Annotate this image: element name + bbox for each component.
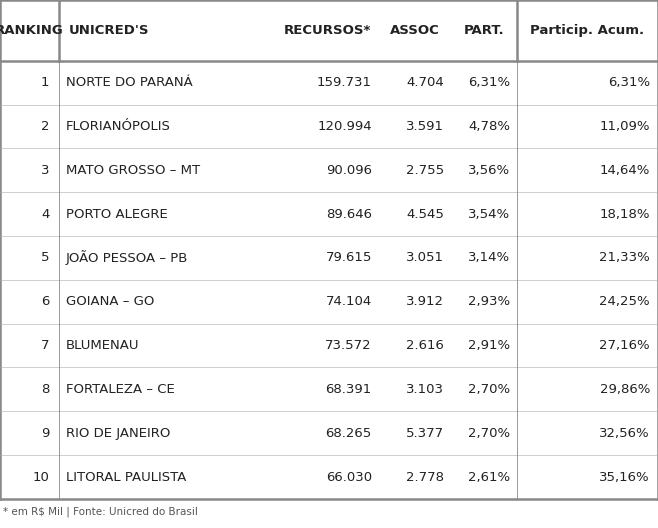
Text: RIO DE JANEIRO: RIO DE JANEIRO xyxy=(66,427,170,440)
Text: 5: 5 xyxy=(41,251,49,265)
Text: 73.572: 73.572 xyxy=(325,339,372,352)
Text: 7: 7 xyxy=(41,339,49,352)
Text: 4,78%: 4,78% xyxy=(468,120,510,133)
Text: 10: 10 xyxy=(32,470,49,484)
Text: MATO GROSSO – MT: MATO GROSSO – MT xyxy=(66,164,200,177)
Text: LITORAL PAULISTA: LITORAL PAULISTA xyxy=(66,470,186,484)
Text: 6,31%: 6,31% xyxy=(608,76,650,89)
Text: 68.391: 68.391 xyxy=(326,383,372,396)
Text: 2.778: 2.778 xyxy=(406,470,444,484)
Text: 3,54%: 3,54% xyxy=(468,208,510,221)
Text: BLUMENAU: BLUMENAU xyxy=(66,339,139,352)
Text: 3.051: 3.051 xyxy=(406,251,444,265)
Text: 2,70%: 2,70% xyxy=(468,427,510,440)
Text: 79.615: 79.615 xyxy=(326,251,372,265)
Text: 3,56%: 3,56% xyxy=(468,164,510,177)
Text: 14,64%: 14,64% xyxy=(599,164,650,177)
Text: FORTALEZA – CE: FORTALEZA – CE xyxy=(66,383,174,396)
Text: 89.646: 89.646 xyxy=(326,208,372,221)
Text: 66.030: 66.030 xyxy=(326,470,372,484)
Text: 74.104: 74.104 xyxy=(326,295,372,308)
Text: 2,61%: 2,61% xyxy=(468,470,510,484)
Text: 35,16%: 35,16% xyxy=(599,470,650,484)
Text: 4.545: 4.545 xyxy=(406,208,444,221)
Text: 1: 1 xyxy=(41,76,49,89)
Text: 32,56%: 32,56% xyxy=(599,427,650,440)
Text: 6,31%: 6,31% xyxy=(468,76,510,89)
Text: 4: 4 xyxy=(41,208,49,221)
Text: 159.731: 159.731 xyxy=(316,76,372,89)
Text: 2: 2 xyxy=(41,120,49,133)
Text: 5.377: 5.377 xyxy=(406,427,444,440)
Text: 120.994: 120.994 xyxy=(317,120,372,133)
Text: ASSOC: ASSOC xyxy=(390,24,440,37)
Text: PORTO ALEGRE: PORTO ALEGRE xyxy=(66,208,168,221)
Text: Particip. Acum.: Particip. Acum. xyxy=(530,24,644,37)
Text: 68.265: 68.265 xyxy=(326,427,372,440)
Text: 24,25%: 24,25% xyxy=(599,295,650,308)
Text: 2,91%: 2,91% xyxy=(468,339,510,352)
Text: NORTE DO PARANÁ: NORTE DO PARANÁ xyxy=(66,76,193,89)
Text: PART.: PART. xyxy=(463,24,504,37)
Text: JOÃO PESSOA – PB: JOÃO PESSOA – PB xyxy=(66,250,188,266)
Text: 2,93%: 2,93% xyxy=(468,295,510,308)
Text: 3.103: 3.103 xyxy=(406,383,444,396)
Text: 21,33%: 21,33% xyxy=(599,251,650,265)
Text: FLORIANÓPOLIS: FLORIANÓPOLIS xyxy=(66,120,170,133)
Text: RANKING: RANKING xyxy=(0,24,64,37)
Text: 3.591: 3.591 xyxy=(406,120,444,133)
Text: 2.755: 2.755 xyxy=(406,164,444,177)
Text: 18,18%: 18,18% xyxy=(599,208,650,221)
Text: 8: 8 xyxy=(41,383,49,396)
Text: 90.096: 90.096 xyxy=(326,164,372,177)
Text: 27,16%: 27,16% xyxy=(599,339,650,352)
Text: 4.704: 4.704 xyxy=(407,76,444,89)
Text: 9: 9 xyxy=(41,427,49,440)
Text: 2.616: 2.616 xyxy=(406,339,444,352)
Text: GOIANA – GO: GOIANA – GO xyxy=(66,295,154,308)
Text: 6: 6 xyxy=(41,295,49,308)
Text: 3.912: 3.912 xyxy=(406,295,444,308)
Text: 2,70%: 2,70% xyxy=(468,383,510,396)
Text: 3,14%: 3,14% xyxy=(468,251,510,265)
Text: RECURSOS*: RECURSOS* xyxy=(284,24,371,37)
Text: 29,86%: 29,86% xyxy=(599,383,650,396)
Text: * em R$ Mil | Fonte: Unicred do Brasil: * em R$ Mil | Fonte: Unicred do Brasil xyxy=(3,507,198,517)
Text: UNICRED'S: UNICRED'S xyxy=(69,24,149,37)
Text: 11,09%: 11,09% xyxy=(599,120,650,133)
Text: 3: 3 xyxy=(41,164,49,177)
